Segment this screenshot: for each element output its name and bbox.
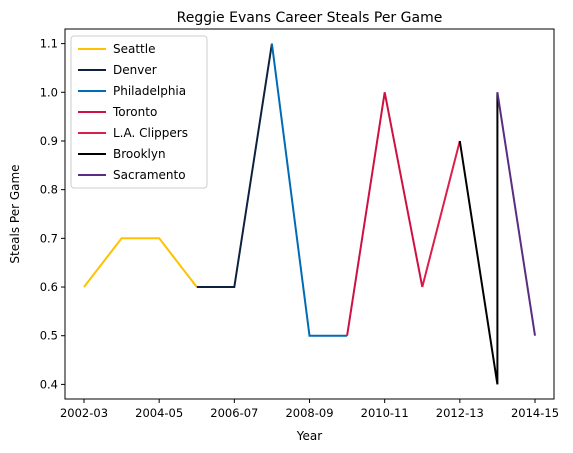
legend-label: Brooklyn [113,147,166,161]
y-tick-label: 0.9 [40,134,58,148]
legend: Seattle Denver Philadelphia Toronto L.A. Cli… [70,35,208,189]
x-tick-label: 2010-11 [361,406,409,420]
y-tick-label: 0.5 [40,329,58,343]
series-line-0 [83,237,198,288]
series-line-5 [458,92,499,385]
y-axis: 0.4 0.5 0.6 0.7 0.8 0.9 1.0 1.1 [40,37,65,391]
series-line-2 [270,43,348,337]
x-tick-label: 2012-13 [436,406,484,420]
legend-box [70,35,208,189]
x-axis-label: Year [296,429,322,443]
series-line-1 [196,43,273,288]
legend-label: L.A. Clippers [113,126,188,140]
plot-lines [83,43,536,385]
y-tick-label: 1.0 [40,85,58,99]
x-tick-label: 2004-05 [135,406,183,420]
y-tick-label: 1.1 [40,37,58,51]
chart-title: Reggie Evans Career Steals Per Game [177,10,443,26]
y-tick-label: 0.8 [40,183,58,197]
x-tick-label: 2008-09 [285,406,333,420]
x-tick-label: 2014-15 [511,406,559,420]
y-tick-label: 0.6 [40,280,58,294]
y-tick-label: 0.7 [40,231,58,245]
x-axis: 2002-03 2004-05 2006-07 2008-09 2010-11 2012-… [60,399,559,420]
series-line-3 [346,92,424,336]
legend-label: Sacramento [113,168,186,182]
legend-label: Seattle [113,42,155,56]
y-tick-label: 0.4 [40,377,58,391]
x-tick-label: 2006-07 [210,406,258,420]
series-line-4 [421,140,461,288]
legend-label: Philadelphia [113,84,186,98]
y-axis-label: Steals Per Game [8,164,22,263]
series-line-6 [496,92,536,336]
legend-label: Denver [113,63,157,77]
legend-label: Toronto [112,105,157,119]
x-tick-label: 2002-03 [60,406,108,420]
